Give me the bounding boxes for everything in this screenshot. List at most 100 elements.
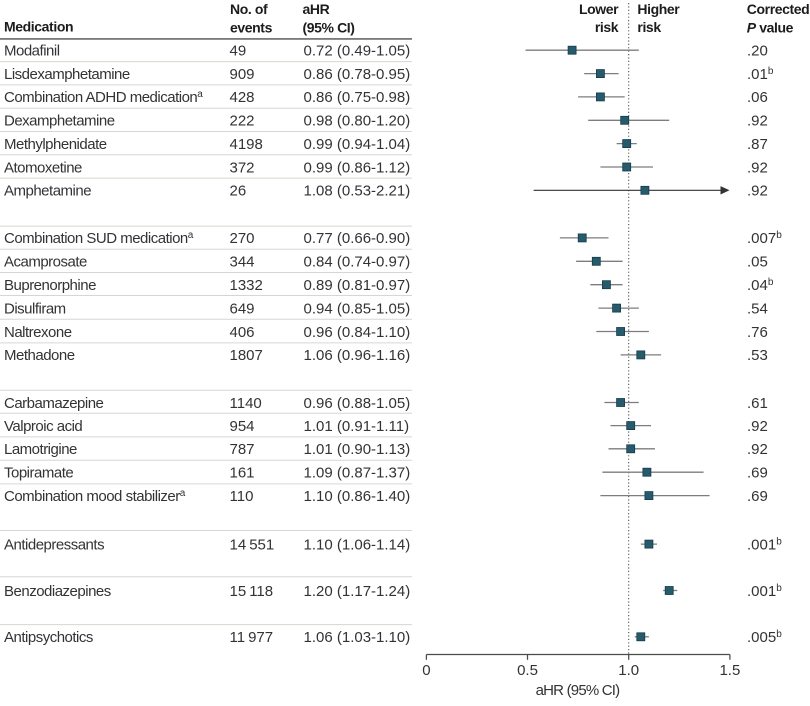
svg-text:Medication: Medication	[4, 19, 73, 35]
svg-text:.53: .53	[747, 347, 768, 364]
svg-text:0.84 (0.74-0.97): 0.84 (0.74-0.97)	[304, 254, 411, 271]
svg-text:.04b: .04b	[747, 277, 774, 294]
svg-text:0.99 (0.86-1.12): 0.99 (0.86-1.12)	[304, 159, 411, 176]
svg-text:1.01 (0.91-1.11): 1.01 (0.91-1.11)	[304, 418, 410, 435]
svg-text:1807: 1807	[230, 347, 263, 364]
svg-text:0: 0	[422, 662, 430, 679]
svg-text:954: 954	[230, 418, 255, 435]
svg-text:Atomoxetine: Atomoxetine	[4, 159, 82, 176]
svg-text:161: 161	[230, 465, 255, 482]
svg-text:Dexamphetamine: Dexamphetamine	[4, 113, 115, 130]
svg-text:1332: 1332	[230, 277, 263, 294]
svg-text:1.0: 1.0	[618, 662, 639, 679]
svg-text:Methylphenidate: Methylphenidate	[4, 136, 107, 153]
svg-text:Higher: Higher	[637, 1, 680, 17]
svg-text:Combination ADHD medicationa: Combination ADHD medicationa	[4, 89, 203, 106]
svg-text:.92: .92	[747, 441, 768, 458]
svg-text:risk: risk	[595, 19, 619, 35]
svg-text:Antidepressants: Antidepressants	[4, 536, 104, 553]
svg-text:Amphetamine: Amphetamine	[4, 183, 91, 200]
svg-text:Lamotrigine: Lamotrigine	[4, 441, 77, 458]
svg-text:11 977: 11 977	[230, 629, 274, 646]
svg-text:Modafinil: Modafinil	[4, 43, 60, 60]
svg-text:0.77 (0.66-0.90): 0.77 (0.66-0.90)	[304, 230, 411, 247]
svg-text:.76: .76	[747, 324, 768, 341]
svg-text:Antipsychotics: Antipsychotics	[4, 629, 93, 646]
svg-text:909: 909	[230, 66, 255, 83]
svg-text:270: 270	[230, 230, 255, 247]
svg-text:787: 787	[230, 441, 255, 458]
svg-text:0.96 (0.84-1.10): 0.96 (0.84-1.10)	[304, 324, 411, 341]
svg-text:Acamprosate: Acamprosate	[4, 254, 87, 271]
svg-text:.92: .92	[747, 418, 768, 435]
svg-text:.01b: .01b	[747, 66, 774, 83]
svg-text:49: 49	[230, 43, 247, 60]
svg-text:649: 649	[230, 300, 255, 317]
svg-text:344: 344	[230, 254, 255, 271]
svg-text:1.06 (1.03-1.10): 1.06 (1.03-1.10)	[304, 629, 411, 646]
svg-text:.69: .69	[747, 465, 768, 482]
svg-text:.61: .61	[747, 395, 768, 412]
svg-text:1.09 (0.87-1.37): 1.09 (0.87-1.37)	[304, 465, 411, 482]
svg-text:Combination mood stabilizera: Combination mood stabilizera	[4, 488, 186, 505]
svg-text:1.5: 1.5	[719, 662, 740, 679]
svg-text:risk: risk	[637, 19, 661, 35]
svg-text:Lower: Lower	[579, 1, 619, 17]
svg-text:.92: .92	[747, 159, 768, 176]
svg-text:P value: P value	[747, 19, 794, 35]
svg-text:Lisdexamphetamine: Lisdexamphetamine	[4, 66, 130, 83]
svg-text:222: 222	[230, 113, 255, 130]
svg-text:Disulfiram: Disulfiram	[4, 300, 66, 317]
svg-text:0.94 (0.85-1.05): 0.94 (0.85-1.05)	[304, 300, 411, 317]
svg-text:1.20 (1.17-1.24): 1.20 (1.17-1.24)	[304, 583, 411, 600]
svg-text:428: 428	[230, 89, 255, 106]
svg-text:0.89 (0.81-0.97): 0.89 (0.81-0.97)	[304, 277, 411, 294]
svg-text:4198: 4198	[230, 136, 263, 153]
svg-text:1.01 (0.90-1.13): 1.01 (0.90-1.13)	[304, 441, 411, 458]
svg-text:Naltrexone: Naltrexone	[4, 324, 72, 341]
svg-text:events: events	[230, 19, 273, 35]
svg-text:26: 26	[230, 183, 247, 200]
svg-text:1140: 1140	[230, 395, 262, 412]
svg-text:406: 406	[230, 324, 255, 341]
svg-text:Topiramate: Topiramate	[4, 465, 73, 482]
svg-text:.001b: .001b	[747, 583, 782, 600]
svg-text:aHR: aHR	[303, 1, 330, 17]
svg-text:(95% CI): (95% CI)	[303, 19, 355, 35]
svg-text:.87: .87	[747, 136, 768, 153]
svg-text:110: 110	[230, 488, 254, 505]
svg-text:Benzodiazepines: Benzodiazepines	[4, 583, 111, 600]
svg-text:.20: .20	[747, 43, 768, 60]
svg-text:.05: .05	[747, 254, 768, 271]
svg-text:0.5: 0.5	[517, 662, 538, 679]
svg-text:.007b: .007b	[747, 230, 782, 247]
svg-text:1.06 (0.96-1.16): 1.06 (0.96-1.16)	[304, 347, 411, 364]
svg-text:14 551: 14 551	[230, 536, 275, 553]
svg-text:.001b: .001b	[747, 536, 782, 553]
svg-text:Corrected: Corrected	[747, 1, 810, 17]
svg-text:Combination SUD medicationa: Combination SUD medicationa	[4, 230, 194, 247]
svg-text:Buprenorphine: Buprenorphine	[4, 277, 96, 294]
svg-text:.06: .06	[747, 89, 768, 106]
svg-text:0.96 (0.88-1.05): 0.96 (0.88-1.05)	[304, 395, 411, 412]
svg-text:0.72 (0.49-1.05): 0.72 (0.49-1.05)	[304, 43, 411, 60]
svg-text:15 118: 15 118	[230, 583, 274, 600]
svg-text:0.86 (0.78-0.95): 0.86 (0.78-0.95)	[304, 66, 411, 83]
svg-text:1.08 (0.53-2.21): 1.08 (0.53-2.21)	[304, 183, 411, 200]
svg-text:1.10 (0.86-1.40): 1.10 (0.86-1.40)	[304, 488, 411, 505]
svg-text:.69: .69	[747, 488, 768, 505]
svg-text:0.99 (0.94-1.04): 0.99 (0.94-1.04)	[304, 136, 411, 153]
svg-text:372: 372	[230, 159, 255, 176]
svg-text:No. of: No. of	[230, 1, 268, 17]
svg-text:0.86 (0.75-0.98): 0.86 (0.75-0.98)	[304, 89, 411, 106]
svg-text:1.10 (1.06-1.14): 1.10 (1.06-1.14)	[304, 536, 411, 553]
svg-text:.54: .54	[747, 300, 768, 317]
svg-text:.005b: .005b	[747, 629, 782, 646]
svg-text:0.98 (0.80-1.20): 0.98 (0.80-1.20)	[304, 113, 411, 130]
svg-text:Valproic acid: Valproic acid	[4, 418, 82, 435]
svg-text:Methadone: Methadone	[4, 347, 75, 364]
svg-text:.92: .92	[747, 113, 768, 130]
svg-text:Carbamazepine: Carbamazepine	[4, 395, 104, 412]
svg-text:.92: .92	[747, 183, 768, 200]
svg-text:aHR (95% CI): aHR (95% CI)	[536, 682, 621, 699]
